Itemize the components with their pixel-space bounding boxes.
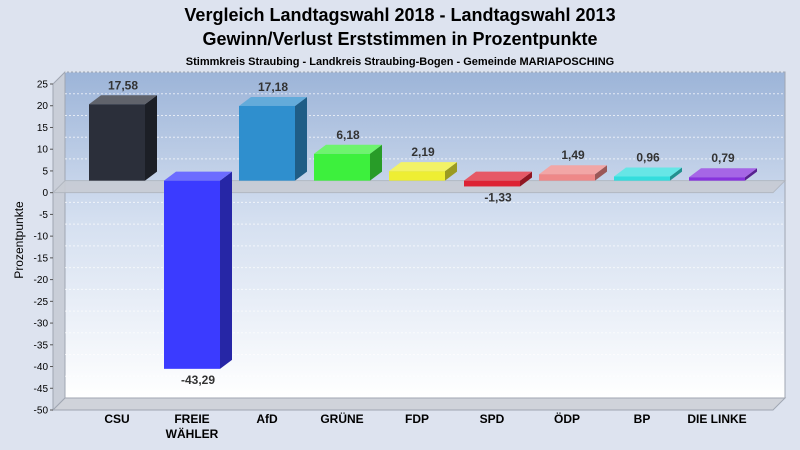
category-label: FREIE [174, 412, 209, 426]
y-tick-label: -5 [39, 210, 48, 221]
value-label: 17,58 [108, 78, 138, 92]
bar [164, 171, 232, 369]
category-label: GRÜNE [320, 411, 363, 426]
y-tick-label: 15 [37, 123, 49, 134]
y-tick-label: -35 [34, 340, 49, 351]
bar-side [370, 144, 382, 181]
y-tick-label: -20 [34, 275, 49, 286]
chart-subtitle: Stimmkreis Straubing - Landkreis Straubi… [186, 56, 614, 68]
category-label: FDP [405, 412, 429, 426]
bar [239, 96, 307, 181]
y-tick-label: -25 [34, 297, 49, 308]
bar-side [220, 171, 232, 369]
category-label: CSU [104, 412, 129, 426]
value-label: 17,18 [258, 80, 288, 94]
category-label: DIE LINKE [687, 412, 746, 426]
bar-side [145, 95, 157, 181]
bar-top [389, 162, 457, 172]
category-label: SPD [480, 412, 505, 426]
category-label: AfD [256, 412, 278, 426]
bar-top [464, 171, 532, 181]
value-label: 0,96 [636, 150, 660, 164]
zero-plane [51, 180, 787, 194]
bar-side [745, 168, 757, 181]
bar [614, 167, 682, 181]
bar-front [689, 177, 745, 181]
value-label: 1,49 [561, 148, 585, 162]
bar-side [295, 96, 307, 181]
bar-series [89, 95, 757, 369]
y-tick-label: -50 [34, 406, 49, 417]
value-label: -1,33 [484, 190, 512, 204]
bar [689, 168, 757, 181]
category-label: BP [634, 412, 651, 426]
y-tick-label: 0 [42, 188, 48, 199]
value-labels: 17,58 -43,29 17,18 6,18 2,19 -1,33 1,49 0,96 0,7… [108, 78, 735, 387]
bar-front [539, 174, 595, 181]
bar-front [314, 153, 370, 181]
y-tick-label: 5 [42, 166, 48, 177]
y-axis-ticks: 25 20 15 10 5 0 -5 -10 -15 -20 -25 -30 -35 -40 -45 -50 [34, 80, 53, 417]
bar [539, 165, 607, 181]
y-axis-label: Prozentpunkte [12, 201, 26, 279]
floor [51, 397, 787, 411]
bar-side [670, 167, 682, 181]
bar-top [89, 95, 157, 105]
bar-top [314, 144, 382, 154]
value-label: 2,19 [411, 145, 435, 159]
y-tick-label: 25 [37, 80, 49, 91]
y-tick-label: -40 [34, 362, 49, 373]
y-tick-label: -10 [34, 232, 49, 243]
bar [464, 171, 532, 187]
value-label: -43,29 [181, 373, 215, 387]
y-tick-label: -45 [34, 384, 49, 395]
left-wall [52, 70, 66, 412]
bar [389, 162, 457, 181]
value-label: 0,79 [711, 151, 735, 165]
y-tick-label: 10 [37, 145, 49, 156]
bar-top [539, 165, 607, 175]
chart-title-line2: Gewinn/Verlust Erststimmen in Prozentpun… [202, 29, 597, 49]
bar-front [389, 171, 445, 181]
bar-front [464, 180, 520, 187]
bar-top [689, 168, 757, 178]
bar-side [445, 162, 457, 181]
chart-title: Vergleich Landtagswahl 2018 - Landtagswa… [184, 5, 615, 25]
plot-frame [51, 70, 787, 412]
bar [314, 144, 382, 181]
bar-side [595, 165, 607, 181]
y-tick-label: -30 [34, 319, 49, 330]
bar [89, 95, 157, 181]
category-label: ÖDP [554, 411, 580, 426]
bar-side [520, 171, 532, 187]
bar-top [614, 167, 682, 177]
y-tick-label: -15 [34, 253, 49, 264]
bar-front [164, 180, 220, 369]
value-label: 6,18 [336, 128, 360, 142]
bar-front [614, 176, 670, 181]
bar-front [89, 104, 145, 181]
bar-front [239, 105, 295, 181]
category-label: WÄHLER [166, 426, 219, 441]
bar-top [164, 171, 232, 181]
y-tick-label: 20 [37, 101, 49, 112]
bar-top [239, 96, 307, 106]
